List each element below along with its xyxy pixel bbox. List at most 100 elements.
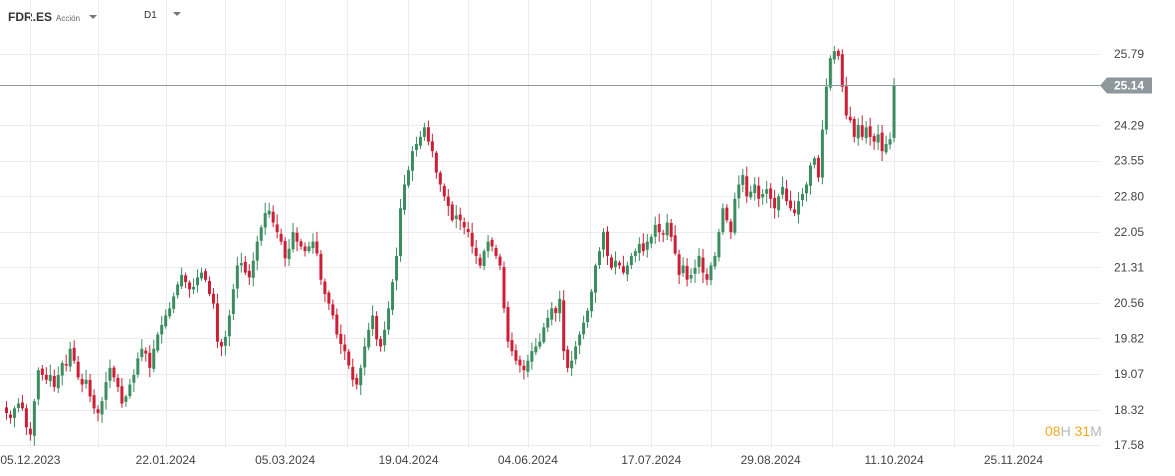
candle-down xyxy=(657,213,661,242)
candle-body xyxy=(498,256,502,266)
candle-down xyxy=(299,238,303,250)
candle-body xyxy=(570,360,574,369)
candle-body xyxy=(323,281,327,295)
candle-body xyxy=(335,314,339,335)
candle-body xyxy=(251,260,255,278)
candle-down xyxy=(303,242,307,257)
y-tick-label: 21.31 xyxy=(1114,260,1144,274)
candle-down xyxy=(335,308,339,339)
timeframe-selector[interactable]: D1 xyxy=(144,10,181,21)
candle-body xyxy=(235,265,239,289)
candle-down xyxy=(609,254,613,270)
candle-body xyxy=(466,229,470,233)
candle-down xyxy=(490,237,494,252)
y-axis: 25.79 24.29 23.55 22.80 22.05 21.31 20.56 19.82… xyxy=(1114,47,1144,452)
candle-down xyxy=(116,374,120,393)
candle-up xyxy=(391,279,395,316)
candle-up xyxy=(156,331,160,353)
candle-body xyxy=(20,402,24,409)
candle-body xyxy=(192,286,196,290)
candle-up xyxy=(625,261,629,282)
candle-body xyxy=(749,191,753,198)
candle-down xyxy=(442,183,446,201)
candle-body xyxy=(586,310,590,323)
candle-up xyxy=(371,305,375,337)
candle-up xyxy=(176,281,180,299)
candle-body xyxy=(546,317,550,328)
candle-body xyxy=(836,50,840,56)
candle-body xyxy=(462,222,466,228)
candle-up xyxy=(777,193,781,218)
candle-body xyxy=(832,51,836,60)
candle-down xyxy=(562,290,566,360)
candle-down xyxy=(243,256,247,276)
candle-down xyxy=(478,253,482,269)
candle-body xyxy=(594,265,598,293)
candle-body xyxy=(761,194,765,198)
candle-body xyxy=(808,165,812,186)
candle-body xyxy=(227,315,231,337)
candle-body xyxy=(379,339,383,347)
candle-up xyxy=(637,237,641,261)
timer-hours-unit: H xyxy=(1060,423,1071,439)
candle-up xyxy=(832,45,836,64)
candle-up xyxy=(558,290,562,322)
y-tick-label: 22.80 xyxy=(1114,189,1144,203)
candle-body xyxy=(673,235,677,254)
candle-up xyxy=(108,359,112,389)
candle-body xyxy=(717,232,721,258)
candle-down xyxy=(785,179,789,206)
candle-up xyxy=(665,213,669,241)
candle-body xyxy=(355,377,359,385)
candle-up xyxy=(801,188,804,207)
candle-up xyxy=(16,398,20,413)
candle-up xyxy=(251,252,255,287)
candle-up xyxy=(164,309,168,329)
candle-up xyxy=(200,267,204,281)
candle-body xyxy=(112,367,116,378)
candle-body xyxy=(888,139,892,145)
candle-up xyxy=(765,180,769,204)
candle-up xyxy=(613,251,617,275)
candle-body xyxy=(48,374,52,382)
candle-down xyxy=(470,222,474,254)
candle-up xyxy=(395,247,399,291)
candle-body xyxy=(502,266,506,309)
candle-up xyxy=(36,367,40,406)
candle-body xyxy=(120,386,124,404)
x-tick-label: 05.12.2023 xyxy=(0,453,60,467)
candle-up xyxy=(808,162,812,195)
candle-body xyxy=(434,152,438,173)
candle-up xyxy=(140,339,144,362)
candle-body xyxy=(884,144,888,153)
y-tick-label: 20.56 xyxy=(1114,296,1144,310)
candle-down xyxy=(327,290,331,311)
candle-down xyxy=(275,214,279,239)
candle-body xyxy=(403,184,406,210)
candle-up xyxy=(570,351,574,377)
candle-down xyxy=(641,233,645,256)
candle-down xyxy=(836,48,840,60)
candle-body xyxy=(32,401,36,436)
candle-body xyxy=(860,125,864,137)
candle-down xyxy=(605,226,609,266)
candle-up xyxy=(259,225,263,246)
candle-body xyxy=(617,262,621,266)
candle-body xyxy=(848,116,852,121)
candle-body xyxy=(5,407,8,414)
candle-body xyxy=(868,126,872,137)
candle-up xyxy=(530,342,534,370)
candle-up xyxy=(741,168,745,193)
candle-up xyxy=(753,177,757,201)
candle-body xyxy=(621,266,625,273)
candle-up xyxy=(797,192,801,224)
candle-body xyxy=(24,408,28,428)
candle-body xyxy=(387,308,391,330)
candle-body xyxy=(406,170,410,186)
candle-down xyxy=(375,311,379,346)
candle-up xyxy=(594,263,598,303)
candle-body xyxy=(16,403,20,408)
x-tick-label: 19.04.2024 xyxy=(378,453,438,467)
candle-body xyxy=(52,376,56,387)
